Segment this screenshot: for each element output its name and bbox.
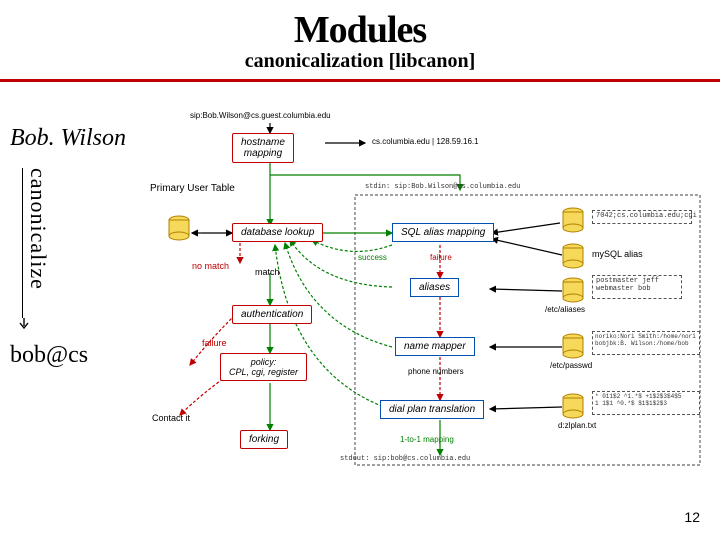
match-text: match: [255, 267, 280, 277]
stdout-text: stdout: sip:bob@cs.columbia.edu: [340, 455, 470, 463]
primary-table-label: Primary User Table: [150, 183, 235, 194]
passwd-label: /etc/passwd: [550, 361, 592, 370]
node-name-mapper: name mapper: [395, 337, 475, 356]
page-title: Modules: [0, 8, 720, 52]
flow-diagram: sip:Bob.Wilson@cs.guest.columbia.edu cs.…: [140, 115, 710, 495]
postmaster-box: postmaster jeff webmaster bob: [592, 275, 682, 299]
node-sql-alias: SQL alias mapping: [392, 223, 494, 242]
host-output-text: cs.columbia.edu | 128.59.16.1: [372, 137, 479, 146]
node-aliases: aliases: [410, 278, 459, 297]
node-dial-plan: dial plan translation: [380, 400, 484, 419]
divider: [0, 79, 720, 82]
success-text: success: [358, 253, 387, 262]
contact-text: Contact it: [152, 413, 190, 423]
etc-aliases-label: /etc/aliases: [545, 305, 585, 314]
cylinder-icon: [168, 215, 190, 241]
cylinder-icon: [562, 277, 584, 303]
cylinder-icon: [562, 333, 584, 359]
cylinder-icon: [562, 207, 584, 233]
node-hostname: hostname mapping: [232, 133, 294, 163]
node-policy: policy: CPL, cgi, register: [220, 353, 307, 381]
names-box: noriko:Nori Smith:/home/nori bobjbk:B. W…: [592, 331, 700, 355]
dials-box: * 011$2 ^1.*$ +1$2$3$4$5 1 1$1 ^0.*$ $1$…: [592, 391, 700, 415]
failure2-text: failure: [202, 338, 227, 348]
input-label: Bob. Wilson: [10, 125, 126, 152]
node-auth: authentication: [232, 305, 312, 324]
mapping-text: 1-to-1 mapping: [400, 435, 454, 444]
page-number: 12: [684, 509, 700, 525]
mysql-alias-label: mySQL alias: [592, 249, 643, 259]
down-arrow-icon: [18, 318, 30, 330]
node-forking: forking: [240, 430, 288, 449]
dialplan-label: d:zlplan.txt: [558, 421, 596, 430]
stdin-text: stdin: sip:Bob.Wilson@cs.columbia.edu: [365, 183, 520, 191]
failure-text: failure: [430, 253, 452, 262]
page-subtitle: canonicalization [libcanon]: [0, 50, 720, 73]
vhost-box: 7042;cs.columbia.edu;cgi: [592, 210, 692, 224]
process-label: canonicalize: [25, 168, 51, 290]
no-match-text: no match: [192, 261, 229, 271]
cylinder-icon: [562, 243, 584, 269]
top-query-text: sip:Bob.Wilson@cs.guest.columbia.edu: [190, 111, 331, 120]
phone-text: phone numbers: [408, 367, 464, 376]
cylinder-icon: [562, 393, 584, 419]
node-db-lookup: database lookup: [232, 223, 323, 242]
output-label: bob@cs: [10, 342, 88, 369]
